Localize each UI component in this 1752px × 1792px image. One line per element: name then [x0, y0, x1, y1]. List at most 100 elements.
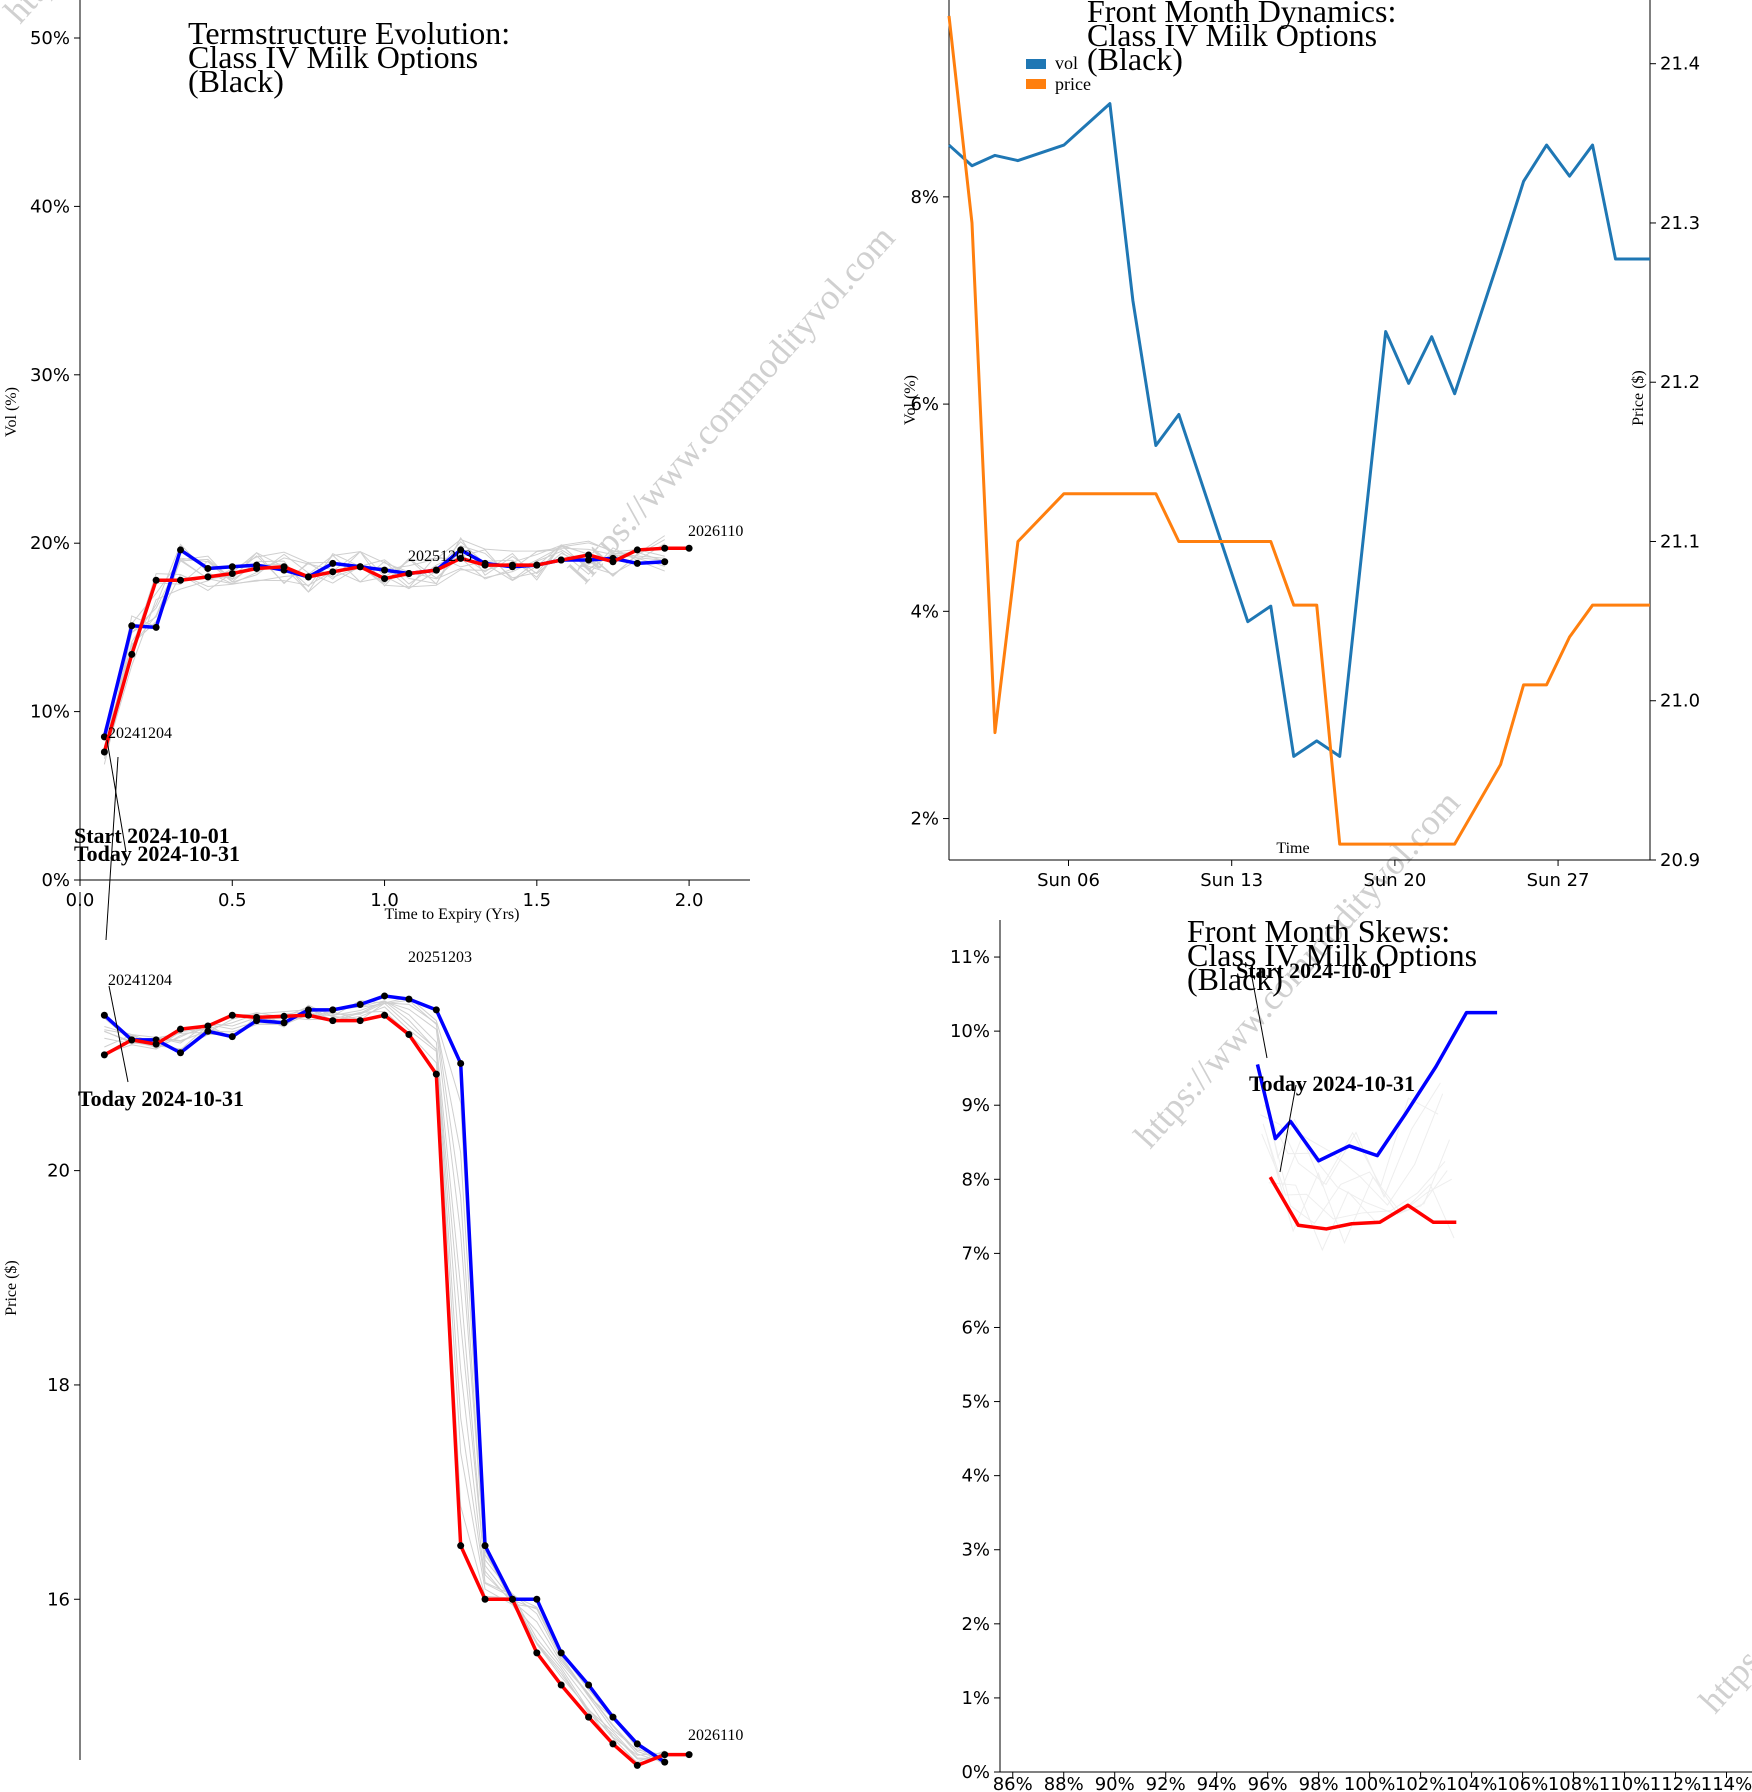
historical-line: [103, 540, 665, 759]
x-tick-label: 108%: [1548, 1774, 1599, 1792]
data-point: [557, 556, 565, 564]
x-tick-label: 102%: [1395, 1774, 1446, 1792]
historical-curves: [104, 996, 665, 1766]
chart-title-line-2: Class IV Milk Options: [188, 39, 478, 75]
data-point: [609, 1740, 617, 1748]
x-tick-label: 0.5: [218, 890, 247, 911]
annotation-today: Today 2024-10-31: [1249, 1071, 1415, 1096]
data-point: [609, 1713, 617, 1721]
x-tick-label: 88%: [1044, 1774, 1084, 1792]
series-line: [947, 102, 1650, 758]
x-tick-label: 2.0: [675, 890, 704, 911]
y-tick-label: 0%: [961, 1762, 990, 1783]
data-point: [533, 561, 541, 569]
front-month-skews-chart: 0% 1% 2% 3% 4% 5% 6% 7% 8% 9% 10% 11% 86% 88% 90% 92% 9…: [950, 913, 1752, 1792]
y-tick-label: 20: [47, 1161, 70, 1182]
data-point: [661, 1758, 669, 1766]
chart-title-line-3: (Black): [1087, 41, 1183, 77]
y-tick-label: 4%: [961, 1466, 990, 1487]
data-point: [304, 1011, 312, 1019]
historical-line: [1261, 1093, 1444, 1206]
data-point: [204, 1027, 212, 1035]
data-point: [508, 561, 516, 569]
legend-swatch-price: [1026, 79, 1046, 89]
y-axis-title: Price ($): [3, 1260, 20, 1316]
data-point: [661, 558, 669, 566]
data-point: [533, 1595, 541, 1603]
chart-title-line-1: Termstructure Evolution:: [188, 15, 510, 51]
historical-line: [1264, 1104, 1448, 1215]
historical-skews: [1258, 1072, 1455, 1252]
x-tick-label: Sun 20: [1363, 870, 1426, 891]
annotation-today: Today 2024-10-31: [74, 841, 240, 866]
curve-label-front: 20241204: [108, 725, 172, 742]
data-point: [481, 1595, 489, 1603]
y-tick-label: 18: [47, 1375, 70, 1396]
left-y-tick-label: 4%: [910, 601, 939, 622]
historical-line: [1258, 1072, 1439, 1188]
series-line: [1255, 1010, 1498, 1163]
front-month-dynamics-chart: 2% 4% 6% 8% 20.9 21.0 21.1 21.2 21.3 21.4 Sun 06…: [902, 0, 1700, 891]
legend-swatch-vol: [1026, 59, 1046, 69]
legend-label-vol: vol: [1055, 53, 1078, 73]
data-point: [685, 544, 693, 552]
data-point: [128, 1036, 136, 1044]
annotation-arrow-start: [105, 756, 119, 941]
data-point: [177, 1049, 184, 1057]
data-point: [481, 1542, 489, 1550]
data-point: [633, 546, 641, 554]
right-y-tick-label: 21.3: [1660, 213, 1700, 234]
y-tick-label: 6%: [961, 1317, 990, 1338]
data-point: [405, 570, 413, 578]
right-y-tick-label: 21.2: [1660, 372, 1700, 393]
data-point: [557, 1681, 565, 1689]
historical-line: [104, 1002, 665, 1760]
annotation-arrow-today: [106, 739, 127, 853]
x-tick-label: 112%: [1650, 1774, 1701, 1792]
chart-title-line-1: Front Month Skews:: [1187, 913, 1450, 949]
series-line: [103, 1013, 690, 1768]
series-lines: [947, 15, 1650, 846]
chart-title-line-2: Class IV Milk Options: [1187, 937, 1477, 973]
data-point: [405, 995, 413, 1003]
data-point: [457, 546, 465, 554]
x-ticks: Sun 06 Sun 13 Sun 20 Sun 27: [1037, 860, 1590, 891]
y-ticks: 16 18 20: [47, 1161, 80, 1610]
data-point: [304, 573, 312, 581]
x-axis-title: Time to Expiry (Yrs): [385, 906, 520, 923]
data-point: [329, 568, 337, 576]
x-axis-title: Time: [1276, 840, 1309, 857]
data-point: [405, 1031, 413, 1039]
data-point: [609, 558, 617, 566]
data-point: [177, 1025, 184, 1033]
x-tick-label: Sun 13: [1200, 870, 1263, 891]
x-tick-label: 1.5: [522, 890, 551, 911]
x-tick-label: Sun 06: [1037, 870, 1100, 891]
historical-line: [1268, 1182, 1455, 1252]
data-point: [204, 573, 212, 581]
data-point: [280, 563, 288, 571]
data-point: [152, 623, 160, 631]
x-tick-label: Sun 27: [1527, 870, 1590, 891]
data-point: [228, 1033, 236, 1041]
data-point: [533, 1649, 541, 1657]
annotation-arrow-today: [108, 985, 129, 1083]
series-line: [947, 15, 1650, 846]
left-y-tick-label: 8%: [910, 187, 939, 208]
chart-title-line-1: Front Month Dynamics:: [1087, 0, 1396, 29]
x-tick-label: 104%: [1446, 1774, 1497, 1792]
data-point: [356, 1017, 364, 1025]
data-point: [100, 733, 108, 741]
historical-line: [104, 1006, 665, 1761]
annotation-start: Start 2024-10-01: [74, 823, 230, 848]
x-tick-label: 100%: [1344, 1774, 1395, 1792]
data-point: [100, 1051, 108, 1059]
series-lines: [1255, 1010, 1498, 1231]
data-point: [557, 1649, 565, 1657]
historical-line: [1262, 1123, 1446, 1220]
y-tick-label: 5%: [961, 1392, 990, 1413]
watermark: https://www.commodityvol.com: [1691, 1348, 1752, 1721]
x-tick-label: 110%: [1599, 1774, 1650, 1792]
chart-title-line-3: (Black): [188, 63, 284, 99]
